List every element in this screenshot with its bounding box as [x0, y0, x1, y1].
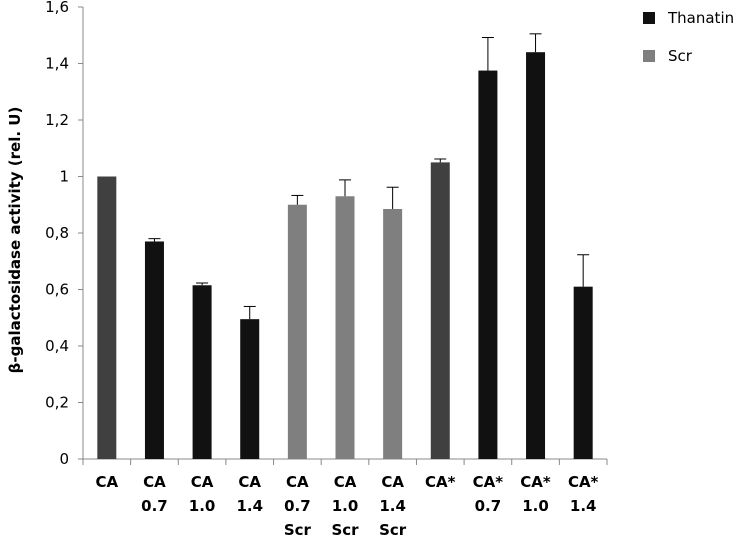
y-tick-label: 1,4: [45, 55, 69, 73]
bar: [478, 70, 498, 459]
x-category-label: CA: [96, 473, 119, 491]
y-axis-title: β-galactosidase activity (rel. U): [6, 107, 24, 374]
y-tick-label: 1,6: [45, 0, 69, 16]
x-category-label: Scr: [331, 521, 359, 538]
bar: [573, 286, 593, 459]
y-tick-label: 0,6: [45, 281, 69, 299]
legend-label: Thanatin: [667, 9, 734, 27]
bar: [192, 285, 212, 459]
x-category-label: Scr: [284, 521, 312, 538]
legend: Thanatin Scr: [643, 9, 734, 65]
legend-swatch: [643, 12, 655, 24]
x-category-label: CA*: [425, 473, 456, 491]
legend-label: Scr: [668, 47, 693, 65]
x-category-label: CA*: [568, 473, 599, 491]
y-tick-label: 0,4: [45, 337, 69, 355]
x-category-label: CA: [143, 473, 166, 491]
x-category-label: 1.4: [379, 497, 406, 515]
x-category-label: 1.0: [332, 497, 359, 515]
x-category-label: 1.4: [236, 497, 263, 515]
x-category-label: CA: [191, 473, 214, 491]
bar: [430, 162, 450, 459]
x-category-label: CA: [334, 473, 357, 491]
x-category-label: 0.7: [141, 497, 168, 515]
x-category-label: CA: [286, 473, 309, 491]
x-category-label: 1.4: [570, 497, 597, 515]
y-tick-label: 0: [59, 450, 69, 468]
bar: [335, 196, 355, 459]
y-tick-label: 0,2: [45, 394, 69, 412]
y-tick-label: 0,8: [45, 224, 69, 242]
bar: [526, 52, 546, 459]
y-tick-label: 1,2: [45, 111, 69, 129]
legend-swatch: [643, 50, 655, 62]
y-tick-label: 1: [59, 168, 69, 186]
bar: [240, 319, 260, 459]
x-category-label: CA: [238, 473, 261, 491]
bar: [97, 176, 117, 459]
x-category-label: Scr: [379, 521, 407, 538]
x-category-label: CA*: [520, 473, 551, 491]
x-category-label: 1.0: [522, 497, 549, 515]
x-category-label: 0.7: [284, 497, 311, 515]
bar: [383, 208, 403, 459]
x-category-label: 1.0: [189, 497, 216, 515]
x-category-label: CA*: [473, 473, 504, 491]
bar: [287, 204, 307, 459]
x-category-label: CA: [381, 473, 404, 491]
bar: [144, 241, 164, 459]
x-category-label: 0.7: [475, 497, 502, 515]
